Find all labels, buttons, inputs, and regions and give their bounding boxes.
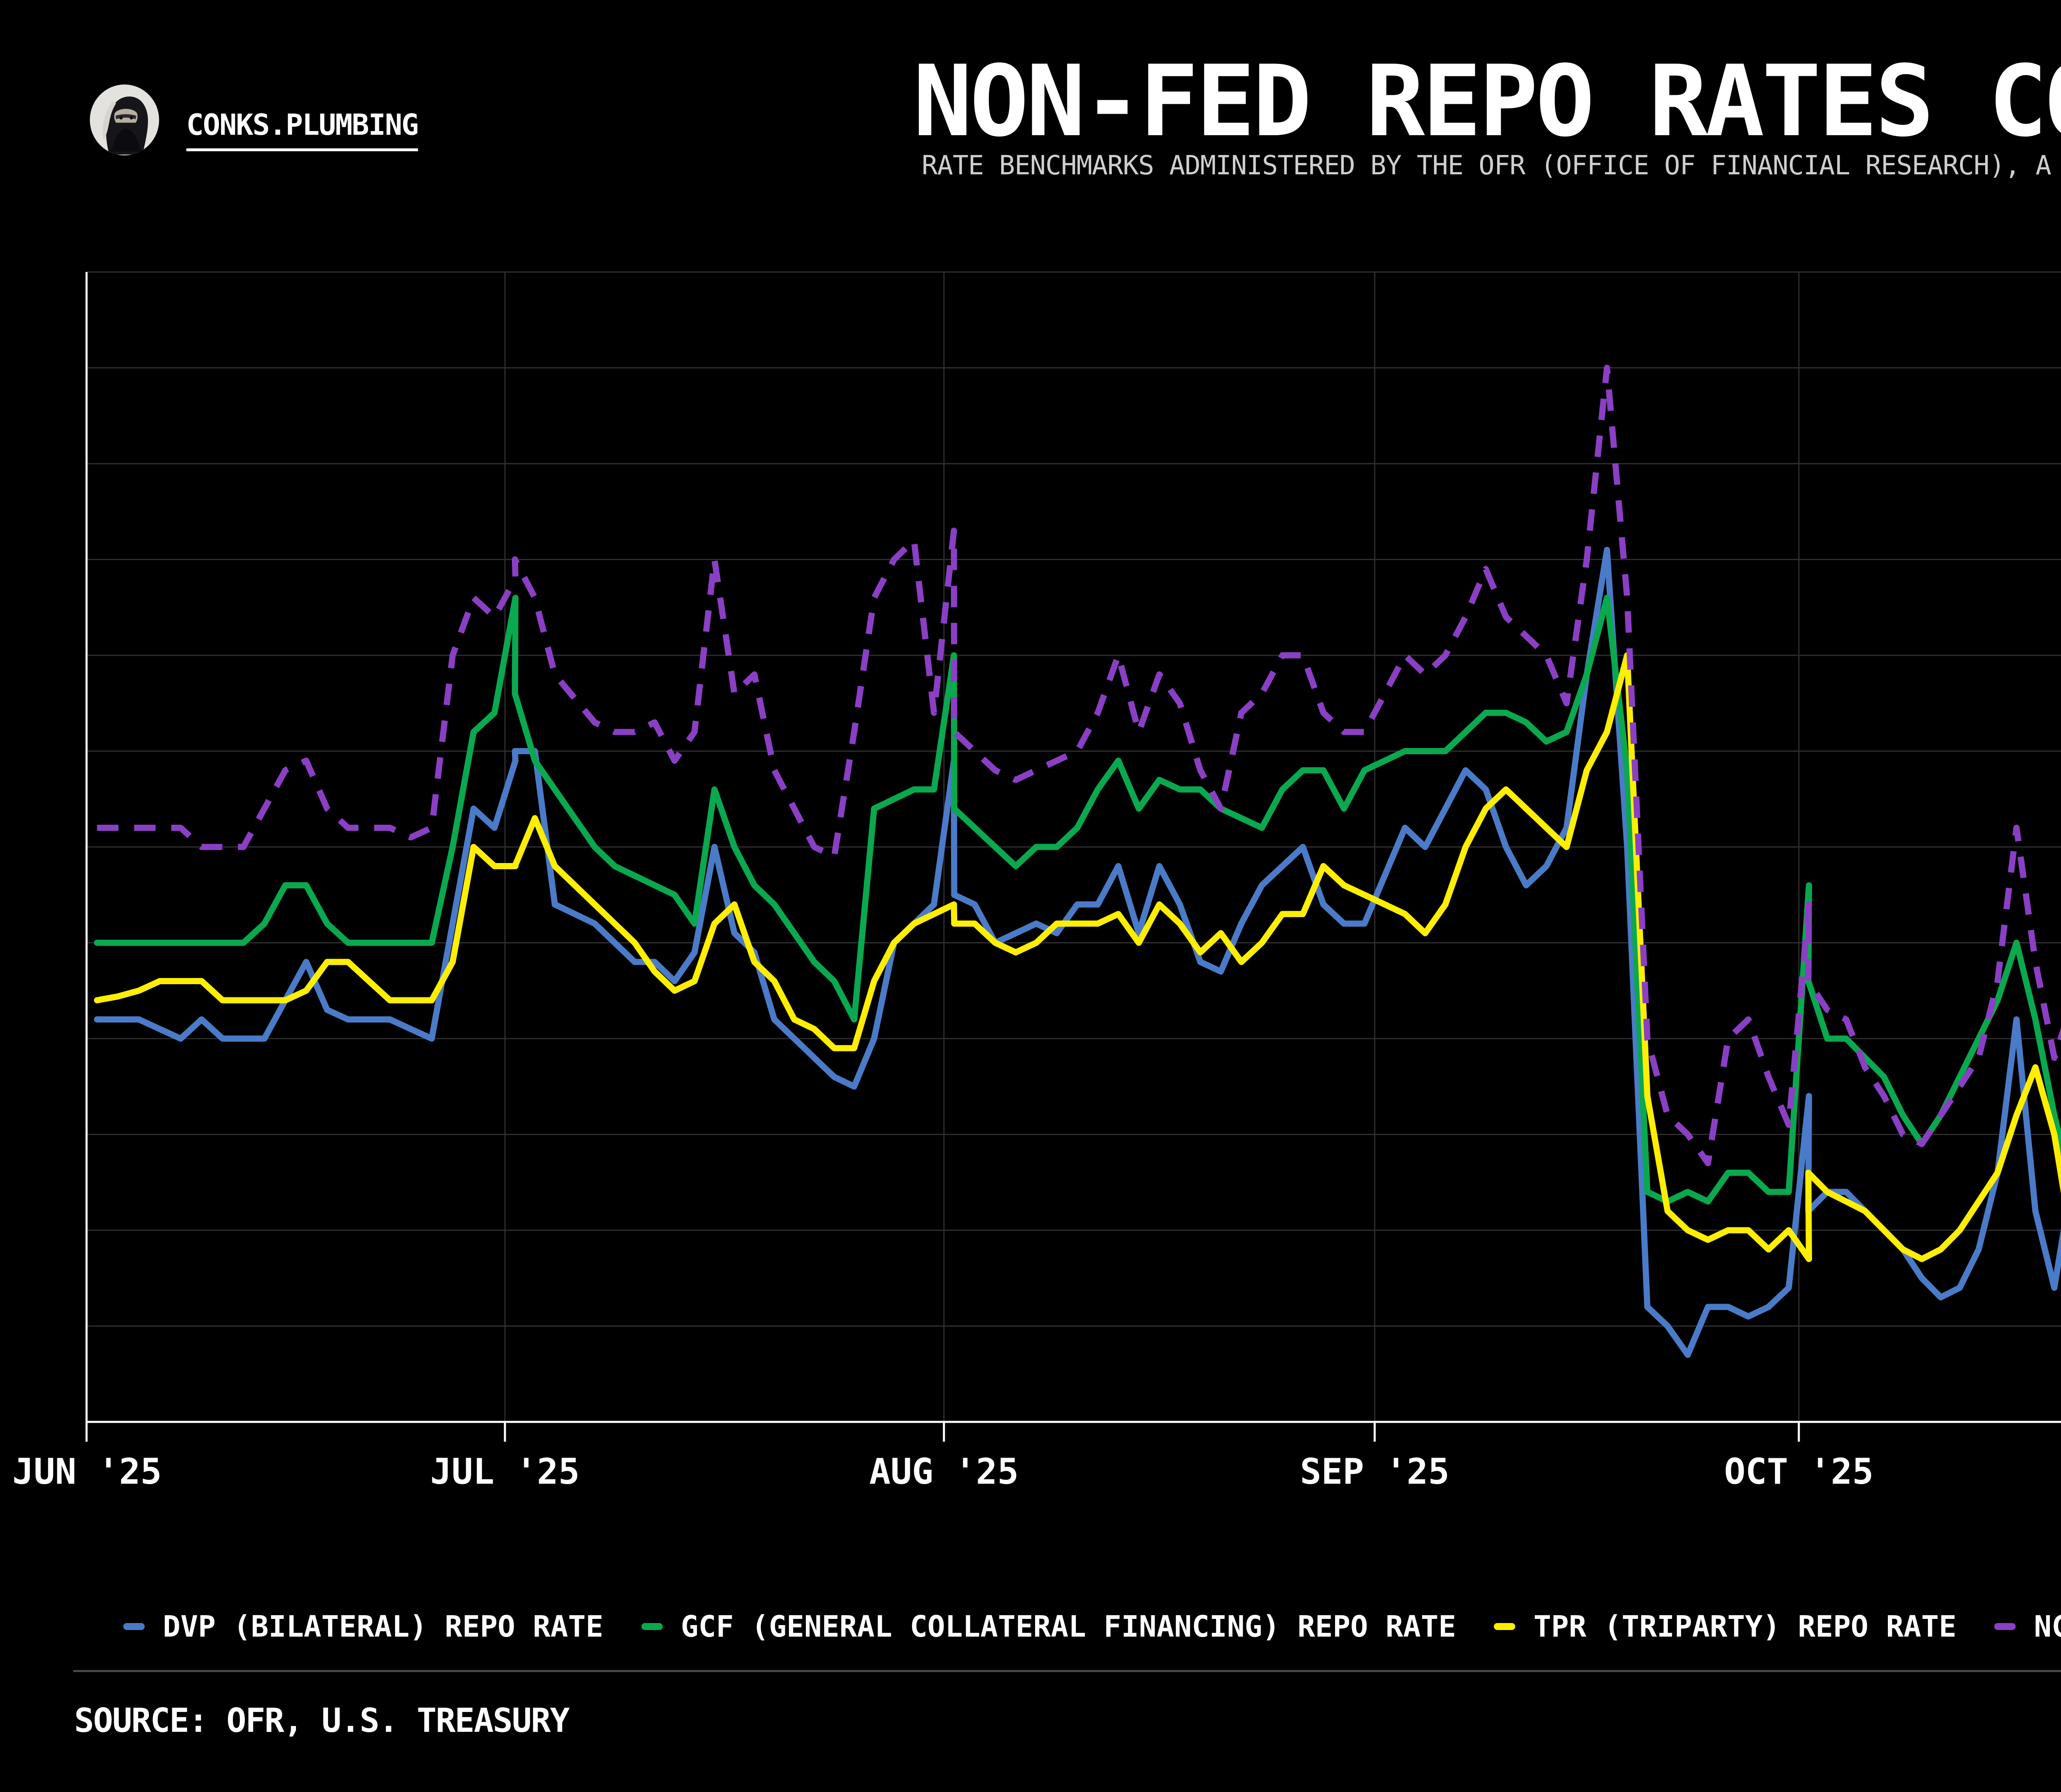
ninja-avatar-illustration bbox=[90, 85, 159, 155]
legend-item-nccbr[interactable]: NCCBR (ESTIMATED) bbox=[1994, 1609, 2061, 1644]
tpr-line bbox=[94, 652, 2061, 1262]
legend-label: DVP (BILATERAL) REPO RATE bbox=[162, 1609, 603, 1644]
svg-text:AUG '25: AUG '25 bbox=[869, 1451, 1019, 1492]
svg-text:SEP '25: SEP '25 bbox=[1300, 1451, 1449, 1492]
axes-and-ticks bbox=[85, 272, 2061, 1442]
page-subtitle: RATE BENCHMARKS ADMINISTERED BY THE OFR … bbox=[922, 150, 2061, 181]
svg-text:JUN '25: JUN '25 bbox=[12, 1451, 162, 1492]
source-attribution: SOURCE: OFR, U.S. TREASURY bbox=[74, 1701, 570, 1740]
legend-item-dvp[interactable]: DVP (BILATERAL) REPO RATE bbox=[123, 1609, 603, 1644]
svg-text:OCT '25: OCT '25 bbox=[1724, 1451, 1873, 1492]
legend-label: NCCBR (ESTIMATED) bbox=[2034, 1609, 2061, 1644]
chart-legend: DVP (BILATERAL) REPO RATE GCF (GENERAL C… bbox=[62, 1609, 2061, 1644]
svg-text:JUL '25: JUL '25 bbox=[430, 1451, 580, 1492]
nccbr-line bbox=[97, 365, 2061, 1166]
series-lines bbox=[94, 365, 2061, 1358]
gcf-legend-marker-icon bbox=[641, 1623, 663, 1630]
dvp-legend-marker-icon bbox=[123, 1623, 145, 1630]
legend-label: GCF (GENERAL COLLATERAL FINANCING) REPO … bbox=[681, 1609, 1456, 1644]
dvp-line bbox=[94, 547, 2061, 1358]
legend-item-gcf[interactable]: GCF (GENERAL COLLATERAL FINANCING) REPO … bbox=[641, 1609, 1456, 1644]
page-title: NON-FED REPO RATES COMPLEX bbox=[913, 45, 2061, 159]
tpr-legend-marker-icon bbox=[1494, 1623, 1516, 1630]
legend-label: TPR (TRIPARTY) REPO RATE bbox=[1533, 1609, 1957, 1644]
gcf-line bbox=[94, 595, 2061, 1205]
nccbr-legend-marker-icon bbox=[1994, 1623, 2016, 1630]
logo-avatar bbox=[90, 84, 159, 155]
legend-item-tpr[interactable]: TPR (TRIPARTY) REPO RATE bbox=[1494, 1609, 1956, 1644]
gridlines bbox=[87, 271, 2061, 1423]
footer-divider bbox=[73, 1670, 2061, 1672]
brand-link[interactable]: CONKS.PLUMBING bbox=[186, 108, 419, 151]
